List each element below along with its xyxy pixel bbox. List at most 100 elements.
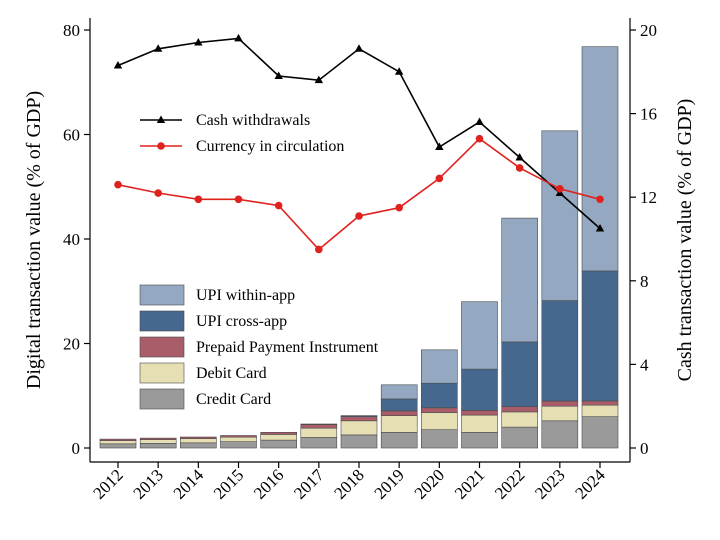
legend: Cash withdrawals Currency in circulation U… — [139, 112, 379, 410]
bar-credit-card-2021 — [461, 431, 498, 449]
bar-prepaid-payment-instrument-2012 — [99, 438, 137, 442]
bar-debit-card-2017 — [300, 427, 338, 438]
bar-upi-cross-app-2020 — [420, 382, 458, 409]
bar-upi-within-app-2022 — [501, 217, 539, 343]
legend-swatch-upi-cross-app — [139, 310, 185, 332]
bar-credit-card-2024 — [581, 416, 619, 449]
bar-debit-card-2012 — [99, 440, 137, 445]
point-currency-in-circulation-2012 — [114, 180, 122, 189]
legend-marker-cash-withdrawals — [156, 115, 166, 123]
bar-debit-card-2023 — [541, 405, 579, 422]
x-tick-label-2022: 2022 — [491, 465, 528, 502]
x-tick-label-2018: 2018 — [330, 465, 367, 502]
point-cash-withdrawals-2017 — [314, 75, 324, 84]
x-tick-label-2013: 2013 — [130, 465, 167, 502]
point-currency-in-circulation-2017 — [315, 245, 323, 254]
point-currency-in-circulation-2015 — [234, 195, 243, 204]
y-right-tick-label-20: 20 — [640, 21, 657, 40]
point-cash-withdrawals-2013 — [153, 44, 163, 52]
bar-prepaid-payment-instrument-2018 — [340, 416, 378, 422]
bar-upi-cross-app-2019 — [380, 398, 418, 412]
x-tick-label-2017: 2017 — [290, 465, 328, 503]
bar-prepaid-payment-instrument-2023 — [541, 400, 579, 407]
bar-upi-cross-app-2017 — [300, 423, 338, 425]
bar-prepaid-payment-instrument-2017 — [300, 424, 338, 429]
x-tick-label-2012: 2012 — [89, 465, 126, 502]
x-tick-label-2015: 2015 — [210, 465, 247, 502]
point-cash-withdrawals-2022 — [515, 152, 524, 161]
point-cash-withdrawals-2012 — [113, 61, 123, 69]
bar-credit-card-2022 — [501, 426, 539, 449]
legend-marker-currency-in-circulation — [157, 142, 165, 150]
bar-debit-card-2018 — [340, 420, 378, 436]
point-currency-in-circulation-2019 — [395, 203, 403, 212]
x-tick-label-2019: 2019 — [371, 465, 408, 502]
legend-label-upi-cross-app: UPI cross-app — [196, 313, 287, 330]
bar-credit-card-2012 — [99, 443, 137, 449]
bar-credit-card-2013 — [139, 442, 177, 449]
point-currency-in-circulation-2024 — [596, 195, 604, 204]
bar-upi-within-app-2024 — [581, 46, 619, 272]
point-currency-in-circulation-2018 — [355, 212, 363, 220]
y-left-tick-label-20: 20 — [63, 335, 80, 354]
bar-credit-card-2017 — [300, 437, 338, 449]
y-left-tick-label-60: 60 — [63, 126, 80, 145]
bar-debit-card-2022 — [501, 411, 539, 428]
legend-swatch-prepaid-payment-instrument — [139, 336, 185, 358]
bar-upi-cross-app-2023 — [541, 300, 579, 402]
y-left-tick-label-80: 80 — [63, 21, 80, 40]
bar-credit-card-2020 — [420, 429, 458, 449]
point-cash-withdrawals-2018 — [354, 44, 364, 52]
y-right-tick-label-8: 8 — [640, 272, 649, 291]
y-axis-left-title: Digital transaction value (% of GDP) — [23, 91, 45, 389]
bar-credit-card-2019 — [380, 431, 418, 449]
bar-debit-card-2016 — [260, 434, 298, 441]
bar-prepaid-payment-instrument-2015 — [220, 435, 257, 438]
point-cash-withdrawals-2021 — [475, 117, 484, 125]
bar-upi-cross-app-2021 — [461, 368, 498, 411]
legend-label-cash-withdrawals: Cash withdrawals — [196, 112, 310, 129]
y-left-tick-label-0: 0 — [72, 439, 81, 458]
bar-prepaid-payment-instrument-2021 — [461, 410, 498, 416]
bar-upi-within-app-2023 — [541, 130, 579, 301]
y-right-tick-label-16: 16 — [640, 105, 657, 124]
point-cash-withdrawals-2014 — [194, 38, 203, 46]
y-axis-right-title: Cash transaction value (% of GDP) — [674, 99, 696, 382]
point-currency-in-circulation-2021 — [475, 134, 484, 143]
bar-upi-within-app-2019 — [380, 384, 418, 400]
legend-swatch-upi-within-app — [139, 284, 185, 306]
bars-layer — [99, 46, 619, 449]
bar-debit-card-2021 — [461, 414, 498, 433]
legend-label-currency-in-circulation: Currency in circulation — [196, 138, 344, 155]
line-cash-withdrawals — [117, 37, 601, 230]
x-tick-label-2020: 2020 — [411, 465, 448, 502]
bar-debit-card-2014 — [180, 438, 217, 444]
point-cash-withdrawals-2016 — [274, 71, 283, 79]
bar-credit-card-2014 — [180, 442, 217, 449]
point-currency-in-circulation-2023 — [556, 185, 564, 193]
legend-label-prepaid-payment-instrument: Prepaid Payment Instrument — [196, 339, 379, 356]
bar-prepaid-payment-instrument-2024 — [581, 400, 619, 406]
legend-swatch-credit-card — [139, 388, 185, 410]
bar-upi-cross-app-2018 — [340, 415, 378, 417]
bar-credit-card-2018 — [340, 434, 378, 449]
point-cash-withdrawals-2015 — [234, 33, 243, 42]
point-currency-in-circulation-2020 — [435, 174, 444, 183]
point-currency-in-circulation-2022 — [515, 164, 524, 172]
bar-debit-card-2015 — [220, 436, 257, 442]
lines-layer — [113, 33, 605, 254]
legend-label-credit-card: Credit Card — [196, 391, 271, 408]
x-tick-label-2016: 2016 — [250, 465, 287, 502]
legend-swatch-debit-card — [139, 362, 185, 384]
bar-debit-card-2013 — [139, 439, 177, 444]
bar-prepaid-payment-instrument-2014 — [180, 436, 217, 439]
y-right-tick-label-4: 4 — [640, 355, 649, 374]
bar-debit-card-2019 — [380, 415, 418, 433]
x-tick-label-2023: 2023 — [531, 465, 568, 502]
point-cash-withdrawals-2019 — [394, 67, 404, 75]
bar-upi-cross-app-2022 — [501, 341, 539, 407]
bar-upi-cross-app-2024 — [581, 270, 619, 402]
point-currency-in-circulation-2014 — [194, 195, 203, 204]
